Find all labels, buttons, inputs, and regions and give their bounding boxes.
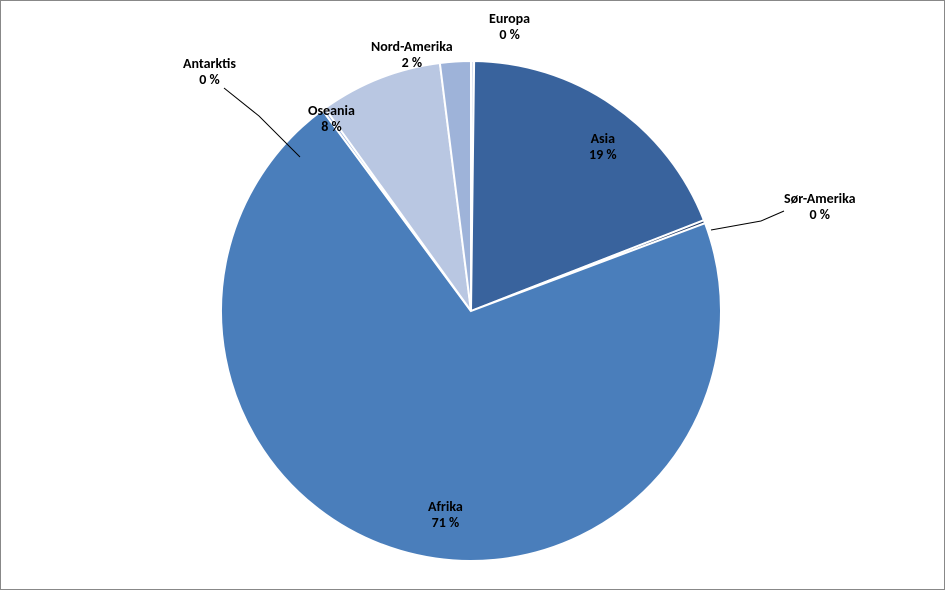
slice-label-percent: 19 % — [589, 146, 617, 163]
slice-label-percent: 71 % — [432, 514, 460, 531]
leader-line — [711, 211, 784, 230]
slice-label-percent: 2 % — [402, 54, 422, 71]
slice-label-name: Nord-Amerika — [371, 38, 453, 55]
chart-frame: Europa0 %Antarktis0 %Nord-Amerika2 %Osea… — [0, 0, 945, 590]
slice-label-name: Asia — [591, 130, 615, 147]
pie-chart — [1, 1, 945, 591]
slice-label: Nord-Amerika2 % — [371, 39, 453, 71]
slice-label: Afrika71 % — [428, 499, 463, 531]
slice-label: Sør-Amerika0 % — [784, 191, 856, 223]
slice-label-name: Afrika — [428, 498, 463, 515]
slice-label: Oseania8 % — [308, 103, 355, 135]
slice-label: Europa0 % — [489, 11, 530, 43]
slice-label: Asia19 % — [589, 131, 617, 163]
slice-label-percent: 8 % — [321, 118, 341, 135]
slice-label-percent: 0 % — [810, 206, 830, 223]
slice-label-name: Antarktis — [183, 55, 236, 72]
slice-label-name: Sør-Amerika — [784, 190, 856, 207]
slice-label-name: Europa — [489, 10, 530, 27]
slice-label-name: Oseania — [308, 102, 355, 119]
slice-label: Antarktis0 % — [183, 56, 236, 88]
slice-label-percent: 0 % — [499, 26, 519, 43]
slice-label-percent: 0 % — [199, 71, 219, 88]
